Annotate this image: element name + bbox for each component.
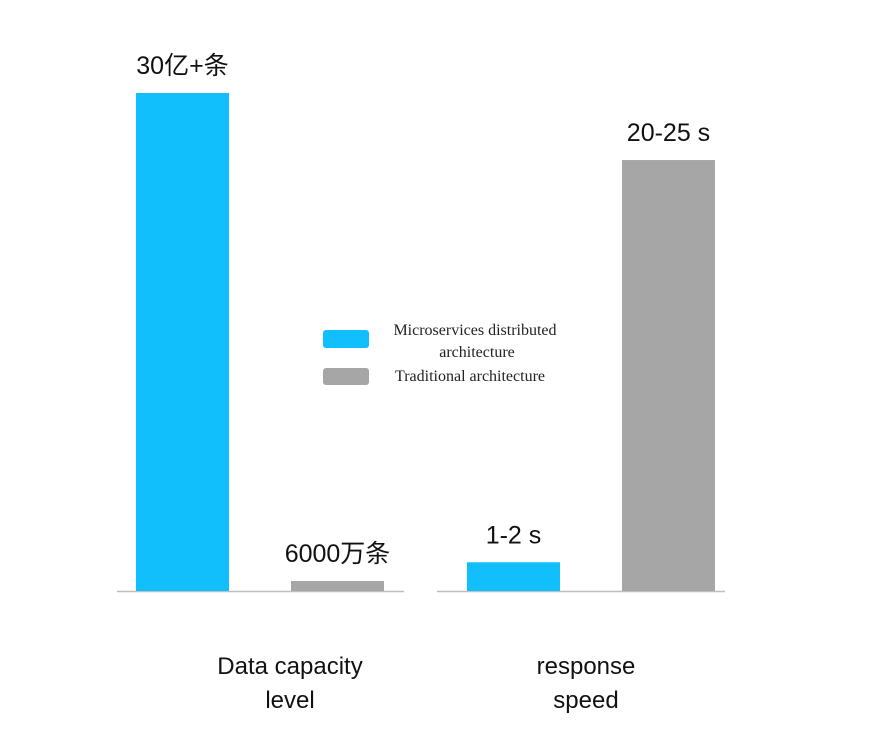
- chart-panels: 30亿+条 6000万条 Data capacity level 1-2 s 20-25 …: [117, 52, 725, 714]
- category-label: Data capacity: [217, 653, 362, 680]
- category-label: level: [265, 687, 314, 714]
- category-label: speed: [553, 687, 618, 714]
- data-label: 1-2 s: [486, 521, 542, 549]
- bar-traditional: [291, 581, 384, 591]
- legend-label-microservices: Microservices distributed architecture: [393, 322, 560, 361]
- category-label: response: [537, 653, 636, 680]
- legend-label-traditional: Traditional architecture: [395, 368, 545, 385]
- chart-panel-2: 1-2 s 20-25 s response speed: [437, 119, 725, 714]
- chart-panel-1: 30亿+条 6000万条 Data capacity level: [117, 52, 404, 714]
- bar-microservices: [136, 93, 229, 591]
- legend-swatch-microservices: [323, 330, 369, 348]
- legend: Microservices distributed architecture T…: [323, 322, 560, 385]
- bar-traditional: [622, 160, 715, 592]
- legend-label-microservices-line-2: architecture: [439, 344, 515, 361]
- data-label: 30亿+条: [136, 52, 228, 80]
- data-label: 6000万条: [285, 540, 391, 568]
- legend-swatch-traditional: [323, 368, 369, 385]
- data-label: 20-25 s: [627, 119, 710, 147]
- bar-microservices: [467, 562, 560, 591]
- legend-label-microservices-line-1: Microservices distributed: [393, 322, 556, 339]
